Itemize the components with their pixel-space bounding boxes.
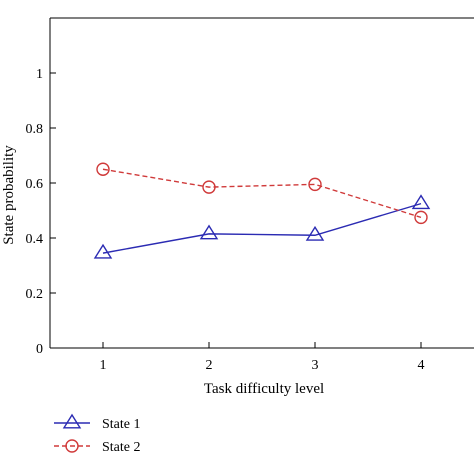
y-tick-label: 0 [36, 342, 43, 357]
series-1-point [93, 243, 113, 259]
series-2 [96, 162, 428, 225]
legend: State 1 State 2 [54, 413, 141, 455]
plot-frame [49, 17, 474, 349]
y-tick-label: 0.4 [26, 232, 44, 247]
series-2-point [414, 210, 428, 225]
legend-marker [65, 439, 79, 453]
x-tick-label: 3 [312, 358, 319, 373]
series-1-line [102, 202, 422, 254]
legend-label: State 2 [102, 440, 141, 455]
x-tick-label: 1 [100, 358, 107, 373]
y-tick-label: 0.8 [26, 122, 44, 137]
y-axis-ticks: 0 0.2 0.4 0.6 0.8 1 [26, 67, 56, 357]
series-2-line [102, 168, 422, 219]
series-1 [93, 194, 431, 259]
legend-item: State 1 [54, 413, 141, 432]
x-axis-label: Task difficulty level [204, 381, 324, 397]
legend-item: State 2 [54, 439, 141, 455]
series-1-point [305, 225, 325, 241]
y-tick-label: 1 [36, 67, 43, 82]
series-2-point [96, 162, 110, 176]
legend-marker [62, 413, 82, 429]
x-tick-label: 2 [206, 358, 213, 373]
y-tick-label: 0.2 [26, 287, 44, 302]
legend-label: State 1 [102, 417, 141, 432]
series-1-point [411, 194, 431, 210]
y-tick-label: 0.6 [26, 177, 44, 192]
series-1-point [199, 224, 219, 240]
series-2-point [202, 180, 216, 194]
series-2-point [308, 177, 322, 192]
y-axis-label: State probability [1, 145, 17, 245]
series-layer [93, 162, 431, 259]
x-axis-ticks: 1 2 3 4 [100, 342, 425, 373]
x-tick-label: 4 [418, 358, 425, 373]
